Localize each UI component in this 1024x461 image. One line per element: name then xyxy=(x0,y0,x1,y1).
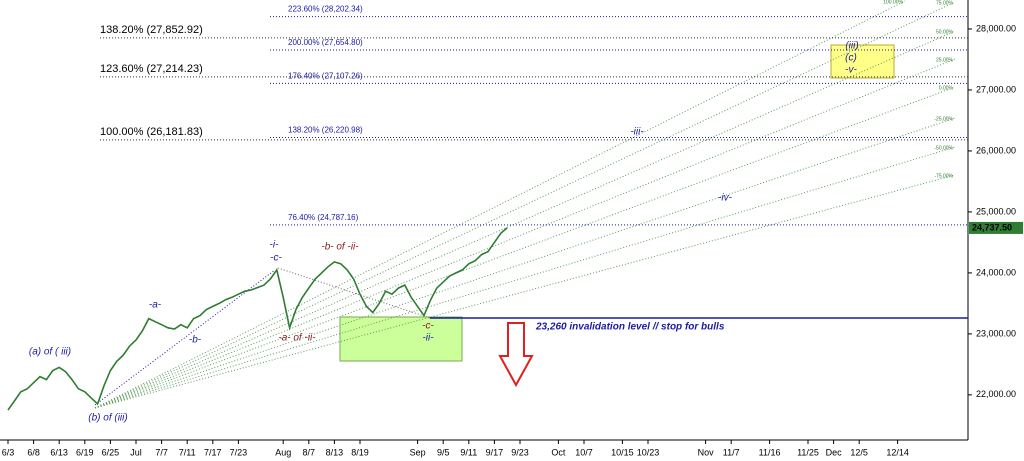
wave-label: -b- xyxy=(189,335,202,346)
support-box xyxy=(339,316,463,362)
x-tick-label: 9/23 xyxy=(511,447,529,457)
fan-label: 100.00% xyxy=(883,0,903,5)
fan-line xyxy=(94,1,956,409)
fib-label: 223.60% (28,202.34) xyxy=(288,5,363,14)
wave-label: (a) of ( iii) xyxy=(29,347,71,358)
wave-label: (c) xyxy=(845,53,857,64)
x-tick-label: 6/3 xyxy=(2,447,15,457)
y-tick-label: 26,000.00 xyxy=(976,145,1016,155)
fan-line xyxy=(94,86,956,409)
x-tick-label: Dec xyxy=(826,447,843,457)
fib-label: 138.20% (26,220.98) xyxy=(288,126,363,135)
wave-label: (b) of (iii) xyxy=(88,413,127,424)
x-tick-label: 11/25 xyxy=(797,447,819,457)
last-price-tag xyxy=(969,221,1023,234)
x-tick-label: 9/5 xyxy=(437,447,450,457)
x-tick-label: 10/7 xyxy=(575,447,593,457)
fan-label: 0.00% xyxy=(939,85,954,91)
wave-label: -c- xyxy=(270,253,282,264)
fan-label: 50.00% xyxy=(936,29,954,35)
wave-label: -a- of -ii- xyxy=(278,333,316,344)
x-tick-label: 8/7 xyxy=(303,447,316,457)
x-tick-label: 7/11 xyxy=(179,447,196,457)
y-tick-label: 28,000.00 xyxy=(976,23,1016,33)
fan-label: -50.00% xyxy=(934,145,953,151)
fan-line xyxy=(94,30,956,409)
y-tick-label: 25,000.00 xyxy=(976,206,1016,216)
x-tick-label: 7/17 xyxy=(204,447,222,457)
fib-label: 138.20% (27,852.92) xyxy=(100,24,203,36)
x-tick-label: 10/23 xyxy=(637,447,660,457)
x-tick-label: 6/19 xyxy=(76,447,94,457)
wave-label: -c- xyxy=(422,321,434,332)
wave-label: -b- of -ii- xyxy=(321,242,359,253)
wave-label: -iii- xyxy=(630,127,644,138)
wave-label: -ii- xyxy=(422,333,434,344)
x-tick-label: Sep xyxy=(410,447,426,457)
price-line xyxy=(7,227,508,411)
wave-label: (iii) xyxy=(845,41,858,52)
x-tick-label: 11/16 xyxy=(759,447,781,457)
fan-line xyxy=(94,0,906,409)
fan-label: -25.00% xyxy=(934,116,953,122)
fan-label: -75.00% xyxy=(934,173,953,179)
x-tick-label: 8/19 xyxy=(351,447,369,457)
y-tick-label: 24,000.00 xyxy=(976,267,1016,277)
x-tick-label: 9/17 xyxy=(486,447,504,457)
x-tick-label: Nov xyxy=(698,447,715,457)
x-tick-label: 7/23 xyxy=(230,447,248,457)
target-box xyxy=(830,44,895,79)
x-tick-label: 6/25 xyxy=(102,447,120,457)
x-tick-label: 9/11 xyxy=(460,447,477,457)
fib-label: 200.00% (27,654.80) xyxy=(288,38,363,47)
y-tick-label: 22,000.00 xyxy=(976,389,1016,399)
wave-label: -v- xyxy=(845,65,857,76)
x-tick-label: 10/15 xyxy=(611,447,634,457)
fib-label: 176.40% (27,107.26) xyxy=(288,72,363,81)
x-tick-label: 12/14 xyxy=(886,447,909,457)
x-tick-label: 11/7 xyxy=(723,447,740,457)
x-tick-label: Aug xyxy=(275,447,291,457)
fan-label: 75.00% xyxy=(936,0,954,6)
last-price-label: 24,737.50 xyxy=(972,222,1012,232)
invalidation-label: 23,260 invalidation level // stop for bu… xyxy=(535,322,725,333)
trend-line xyxy=(277,267,431,319)
wave-label: -i- xyxy=(270,240,280,251)
fib-label: 100.00% (26,181.83) xyxy=(100,126,203,138)
fan-line xyxy=(94,117,956,409)
x-tick-label: 6/13 xyxy=(50,447,68,457)
x-tick-label: Jul xyxy=(130,447,142,457)
wave-label: -a- xyxy=(149,300,162,311)
x-tick-label: Oct xyxy=(551,447,566,457)
fib-label: 76.40% (24,787.16) xyxy=(288,213,359,222)
down-arrow xyxy=(498,322,534,388)
fib-label: 123.60% (27,214.23) xyxy=(100,63,203,75)
wave-label: -iv- xyxy=(718,193,733,204)
y-tick-label: 23,000.00 xyxy=(976,328,1016,338)
x-tick-label: 6/8 xyxy=(27,447,40,457)
y-tick-label: 27,000.00 xyxy=(976,84,1016,94)
fan-label: 25.00% xyxy=(936,57,954,63)
fan-line xyxy=(94,174,956,409)
x-tick-label: 7/7 xyxy=(155,447,168,457)
x-tick-label: 8/13 xyxy=(326,447,344,457)
x-tick-label: 12/5 xyxy=(850,447,868,457)
